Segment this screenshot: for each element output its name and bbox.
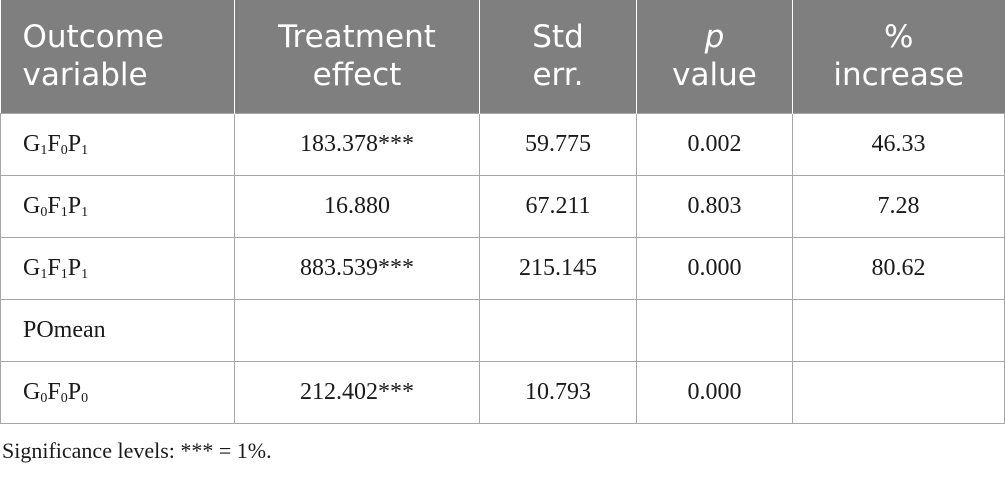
treatment-effect-cell: 183.378***: [234, 112, 480, 176]
outcome-cell: POmean: [0, 298, 235, 362]
label-letter: P: [67, 254, 82, 281]
header-std-err: Std err.: [479, 0, 637, 113]
header-percent-increase: % increase: [792, 0, 1005, 113]
label-letter: G: [23, 130, 41, 157]
label-letter: G: [23, 378, 41, 405]
header-treatment-line1: Treatment: [278, 19, 436, 56]
significance-note: Significance levels: *** = 1%.: [2, 438, 272, 463]
p-value-cell: 0.002: [636, 112, 793, 176]
percent-increase-cell: 7.28: [792, 174, 1005, 238]
treatment-effect-cell: 16.880: [234, 174, 480, 238]
percent-increase-cell: 46.33: [792, 112, 1005, 176]
treatment-effect-cell: [234, 298, 480, 362]
percent-increase-cell: [792, 298, 1005, 362]
outcome-cell: G0F0P0: [0, 360, 235, 424]
header-outcome-line1: Outcome: [22, 19, 164, 56]
label-letter: P: [67, 192, 82, 219]
header-pvalue-line2: value: [672, 57, 757, 94]
label-subscript: 1: [81, 204, 89, 220]
p-value-cell: 0.000: [636, 236, 793, 300]
label-subscript: 0: [40, 204, 48, 220]
label-subscript: 1: [60, 204, 68, 220]
label-subscript: 0: [60, 390, 68, 406]
header-treatment-effect: Treatment effect: [234, 0, 480, 113]
label-letter: F: [47, 192, 61, 219]
label-letter: P: [67, 130, 82, 157]
label-letter: P: [67, 378, 82, 405]
table-row: G0F0P0 212.402*** 10.793 0.000: [0, 360, 1005, 424]
label-letter: F: [47, 130, 61, 157]
outcome-cell: G1F0P1: [0, 112, 235, 176]
label-subscript: 1: [40, 266, 48, 282]
label-letter: G: [23, 254, 41, 281]
treatment-effect-cell: 883.539***: [234, 236, 480, 300]
header-outcome-line2: variable: [22, 57, 148, 94]
percent-increase-cell: 80.62: [792, 236, 1005, 300]
label-subscript: 1: [81, 142, 89, 158]
label-subscript: 0: [40, 390, 48, 406]
std-err-cell: [479, 298, 637, 362]
header-row: Outcome variable Treatment effect Std er…: [0, 0, 1005, 113]
header-treatment-line2: effect: [312, 57, 402, 94]
header-increase-line2: increase: [833, 57, 965, 94]
outcome-cell: G0F1P1: [0, 174, 235, 238]
header-pvalue-line1: p: [704, 19, 725, 56]
label-letter: G: [23, 192, 41, 219]
label-subscript: 1: [81, 266, 89, 282]
results-table: Outcome variable Treatment effect Std er…: [0, 0, 1005, 424]
header-outcome-variable: Outcome variable: [0, 0, 235, 113]
table-row: POmean: [0, 298, 1005, 362]
header-p-value: p value: [636, 0, 793, 113]
label-subscript: 0: [81, 390, 89, 406]
treatment-effect-cell: 212.402***: [234, 360, 480, 424]
table-row: G1F0P1 183.378*** 59.775 0.002 46.33: [0, 112, 1005, 176]
std-err-cell: 215.145: [479, 236, 637, 300]
outcome-cell: G1F1P1: [0, 236, 235, 300]
table-row: G0F1P1 16.880 67.211 0.803 7.28: [0, 174, 1005, 238]
percent-increase-cell: [792, 360, 1005, 424]
header-stderr-line1: Std: [532, 19, 584, 56]
label-subscript: 1: [60, 266, 68, 282]
label-letter: F: [47, 254, 61, 281]
label-subscript: 1: [40, 142, 48, 158]
p-value-cell: 0.000: [636, 360, 793, 424]
p-value-cell: 0.803: [636, 174, 793, 238]
header-stderr-line2: err.: [532, 57, 584, 94]
std-err-cell: 10.793: [479, 360, 637, 424]
label-subscript: 0: [60, 142, 68, 158]
std-err-cell: 67.211: [479, 174, 637, 238]
table-row: G1F1P1 883.539*** 215.145 0.000 80.62: [0, 236, 1005, 300]
label-letter: F: [47, 378, 61, 405]
header-increase-line1: %: [884, 19, 914, 56]
p-value-cell: [636, 298, 793, 362]
std-err-cell: 59.775: [479, 112, 637, 176]
